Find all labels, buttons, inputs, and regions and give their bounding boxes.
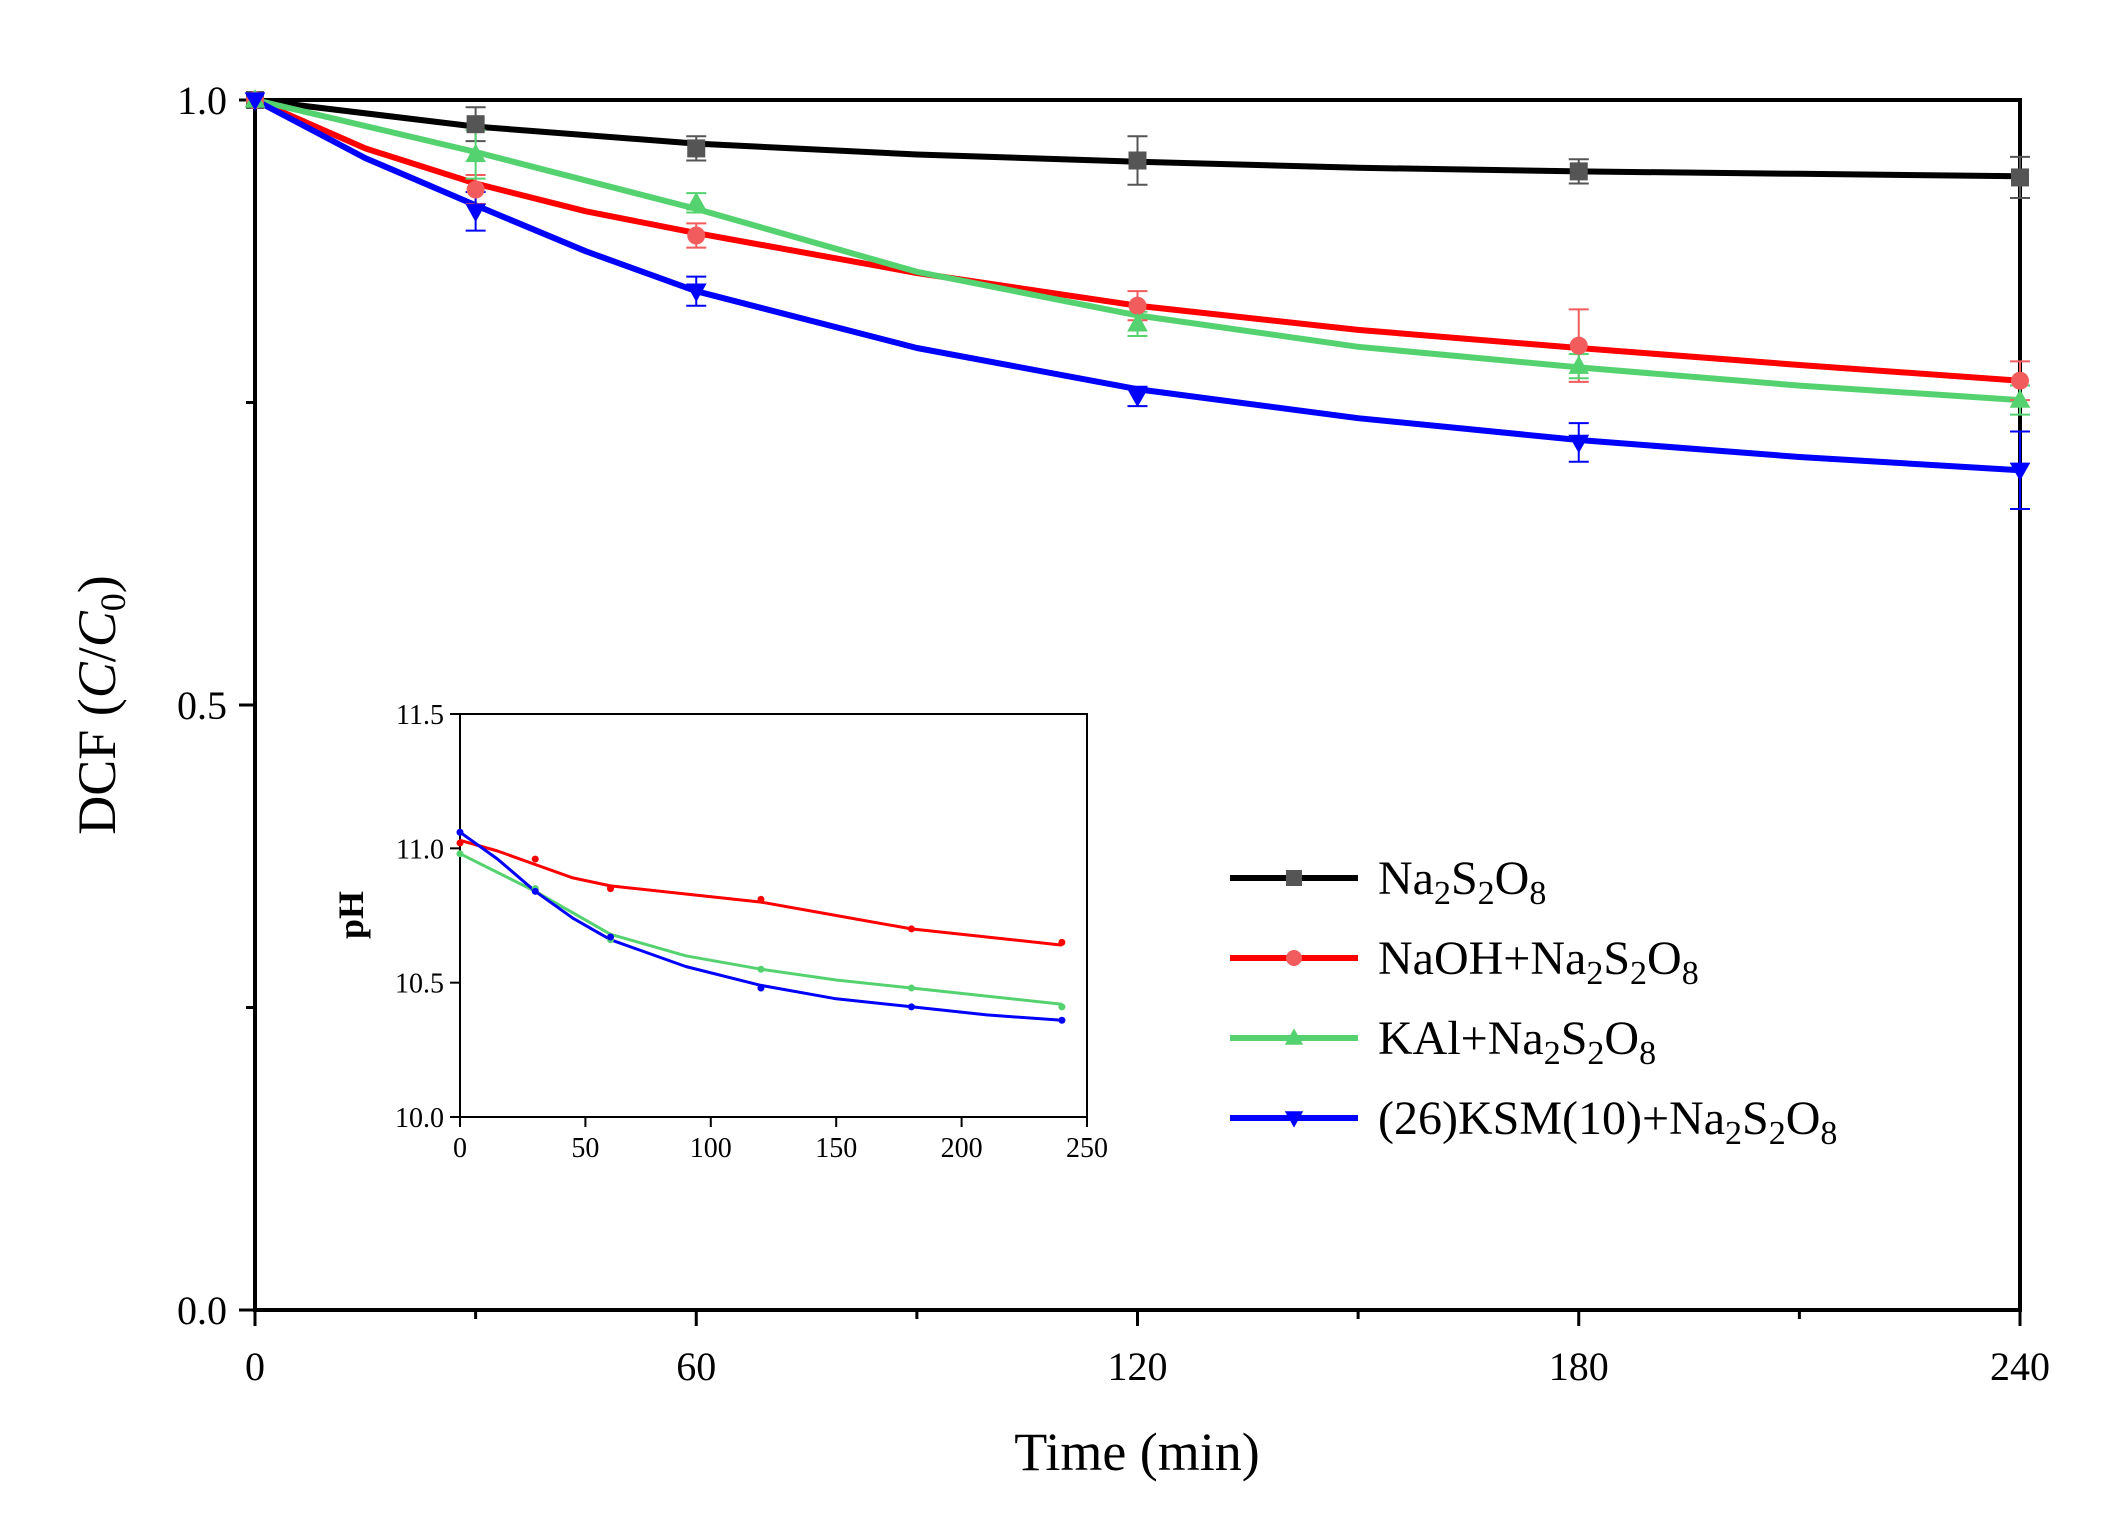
legend-label-series-1: NaOH+Na2S2O8 bbox=[1378, 932, 1699, 992]
inset-y-tick-label-11-5: 11.5 bbox=[396, 700, 444, 731]
inset-fit-lines bbox=[459, 830, 1063, 1022]
inset-x-tick-label-100: 100 bbox=[690, 1133, 732, 1164]
main-fit-line-series-3 bbox=[253, 97, 2021, 474]
main-data-point-series-2 bbox=[685, 192, 707, 211]
main-y-tick-label-1-0: 1.0 bbox=[177, 78, 227, 123]
inset-data-point-series-2 bbox=[1058, 1016, 1066, 1024]
inset-data-point-series-0 bbox=[757, 895, 765, 903]
main-axis-ticks: 0 60 120 180 240 0.0 0.5 1.0 bbox=[177, 78, 2050, 1389]
main-x-tick-label-0: 0 bbox=[245, 1344, 265, 1389]
main-y-axis-title: DCF (C/C0) bbox=[67, 575, 133, 835]
main-x-axis-title: Time (min) bbox=[1014, 1422, 1260, 1482]
main-data-point-series-0 bbox=[687, 139, 706, 158]
legend-label-series-2: KAl+Na2S2O8 bbox=[1378, 1012, 1656, 1072]
inset-fit-line-series-0 bbox=[459, 838, 1063, 947]
legend-label-series-3: (26)KSM(10)+Na2S2O8 bbox=[1378, 1092, 1837, 1152]
inset-fit-line-series-2 bbox=[459, 830, 1063, 1022]
inset-data-point-series-2 bbox=[606, 933, 614, 941]
main-data-point-series-1 bbox=[1569, 336, 1588, 355]
inset-x-tick-label-50: 50 bbox=[571, 1133, 599, 1164]
inset-data-point-series-1 bbox=[1058, 1003, 1066, 1011]
main-data-point-series-2 bbox=[2009, 389, 2031, 408]
main-data-point-series-0 bbox=[1128, 151, 1147, 170]
main-x-tick-label-180: 180 bbox=[1549, 1344, 1609, 1389]
main-chart: 0 60 120 180 240 0.0 0.5 1.0 Time (min) DCF (C/… bbox=[67, 78, 2050, 1482]
main-y-tick-label-0-0: 0.0 bbox=[177, 1288, 227, 1333]
inset-data-point-series-0 bbox=[606, 885, 614, 893]
inset-fit-line-series-1 bbox=[459, 852, 1063, 1006]
inset-data-point-series-2 bbox=[456, 828, 464, 836]
inset-y-tick-label-11-0: 11.0 bbox=[396, 834, 444, 865]
main-data-point-series-3 bbox=[1127, 388, 1148, 408]
inset-data-point-series-0 bbox=[1058, 938, 1066, 946]
inset-y-axis-title: pH bbox=[331, 891, 371, 939]
main-data-point-series-3 bbox=[465, 203, 486, 223]
legend-marker-series-0 bbox=[1286, 870, 1302, 886]
main-data-point-series-3 bbox=[2009, 462, 2031, 482]
inset-chart: 0 50 100 150 200 250 10.0 10.5 11.0 11.5 pH bbox=[331, 700, 1108, 1164]
inset-y-tick-label-10-0: 10.0 bbox=[395, 1103, 444, 1134]
inset-data-point-series-1 bbox=[907, 984, 915, 992]
main-data-point-series-1 bbox=[2011, 371, 2029, 390]
legend-marker-series-2 bbox=[1284, 1028, 1304, 1045]
inset-data-point-series-1 bbox=[456, 850, 464, 858]
main-data-point-series-2 bbox=[1568, 355, 1590, 374]
inset-x-tick-label-0: 0 bbox=[453, 1133, 467, 1164]
legend-marker-series-1 bbox=[1286, 950, 1302, 966]
main-x-tick-label-120: 120 bbox=[1108, 1344, 1168, 1389]
inset-axis-ticks: 0 50 100 150 200 250 10.0 10.5 11.0 11.5 bbox=[395, 700, 1108, 1164]
main-data-point-series-2 bbox=[1127, 313, 1148, 332]
main-data-point-series-2 bbox=[465, 143, 486, 163]
main-x-tick-label-60: 60 bbox=[676, 1344, 716, 1389]
inset-data-point-series-2 bbox=[907, 1003, 915, 1011]
inset-data-point-series-1 bbox=[757, 965, 765, 973]
inset-x-tick-label-250: 250 bbox=[1066, 1133, 1108, 1164]
inset-plot-frame bbox=[459, 713, 1088, 1118]
inset-data-point-series-2 bbox=[531, 887, 539, 895]
main-data-point-series-3 bbox=[1568, 434, 1590, 454]
legend-marker-series-3 bbox=[1284, 1111, 1304, 1128]
inset-data-markers bbox=[456, 828, 1066, 1024]
main-x-tick-label-240: 240 bbox=[1990, 1344, 2050, 1389]
main-data-point-series-1 bbox=[687, 226, 706, 245]
inset-data-point-series-0 bbox=[531, 855, 539, 863]
inset-y-tick-label-10-5: 10.5 bbox=[395, 969, 444, 1000]
main-data-point-series-3 bbox=[685, 283, 707, 302]
legend-label-series-0: Na2S2O8 bbox=[1378, 852, 1546, 912]
inset-data-point-series-2 bbox=[757, 984, 765, 992]
legend: Na2S2O8 NaOH+Na2S2O8 KAl+Na2S2O8 (26)KSM(10… bbox=[1230, 852, 1837, 1152]
inset-x-tick-label-200: 200 bbox=[941, 1133, 983, 1164]
main-data-point-series-0 bbox=[2011, 168, 2029, 187]
main-data-markers bbox=[244, 89, 2031, 482]
inset-data-point-series-0 bbox=[456, 839, 464, 847]
main-data-point-series-1 bbox=[466, 180, 485, 199]
main-data-point-series-3 bbox=[244, 92, 266, 111]
main-data-point-series-0 bbox=[1569, 162, 1588, 181]
inset-x-tick-label-150: 150 bbox=[815, 1133, 857, 1164]
inset-data-point-series-0 bbox=[907, 925, 915, 933]
main-data-point-series-0 bbox=[466, 115, 485, 134]
main-y-tick-label-0-5: 0.5 bbox=[177, 683, 227, 728]
main-data-point-series-1 bbox=[1128, 296, 1147, 315]
